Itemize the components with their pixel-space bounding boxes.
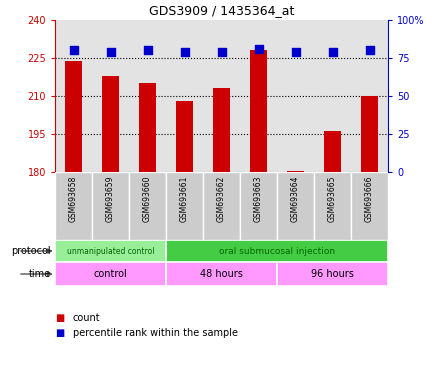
Bar <box>102 76 119 172</box>
Point <box>292 49 299 55</box>
Bar <box>166 262 277 286</box>
Text: unmanipulated control: unmanipulated control <box>67 247 154 255</box>
Bar <box>129 20 166 172</box>
Text: GSM693663: GSM693663 <box>254 175 263 222</box>
Text: GSM693664: GSM693664 <box>291 175 300 222</box>
Bar <box>166 240 388 262</box>
Bar <box>166 20 203 172</box>
Bar <box>176 101 193 172</box>
Text: GSM693659: GSM693659 <box>106 175 115 222</box>
Title: GDS3909 / 1435364_at: GDS3909 / 1435364_at <box>149 5 294 17</box>
Text: 48 hours: 48 hours <box>200 269 243 279</box>
Text: oral submucosal injection: oral submucosal injection <box>219 247 335 255</box>
Text: percentile rank within the sample: percentile rank within the sample <box>73 328 238 338</box>
Point <box>255 46 262 52</box>
Bar <box>166 172 203 240</box>
Bar <box>351 172 388 240</box>
Bar <box>361 96 378 172</box>
Point <box>329 49 336 55</box>
Bar <box>55 172 92 240</box>
Bar <box>55 262 166 286</box>
Bar <box>203 172 240 240</box>
Bar <box>139 83 156 172</box>
Point <box>70 47 77 53</box>
Point <box>107 49 114 55</box>
Bar <box>240 172 277 240</box>
Text: GSM693662: GSM693662 <box>217 175 226 222</box>
Text: protocol: protocol <box>11 246 51 256</box>
Bar <box>250 50 267 172</box>
Bar <box>351 20 388 172</box>
Bar <box>314 172 351 240</box>
Point <box>144 47 151 53</box>
Bar <box>129 172 166 240</box>
Bar <box>277 20 314 172</box>
Point <box>218 49 225 55</box>
Bar <box>92 20 129 172</box>
Bar <box>314 20 351 172</box>
Text: GSM693665: GSM693665 <box>328 175 337 222</box>
Bar <box>65 61 82 172</box>
Text: ■: ■ <box>55 313 64 323</box>
Text: GSM693660: GSM693660 <box>143 175 152 222</box>
Text: GSM693666: GSM693666 <box>365 175 374 222</box>
Point <box>181 49 188 55</box>
Bar <box>287 171 304 172</box>
Text: count: count <box>73 313 100 323</box>
Text: time: time <box>29 269 51 279</box>
Bar <box>55 20 92 172</box>
Text: ■: ■ <box>55 328 64 338</box>
Text: GSM693658: GSM693658 <box>69 175 78 222</box>
Point <box>366 47 373 53</box>
Bar <box>213 88 230 172</box>
Bar <box>277 172 314 240</box>
Bar <box>277 262 388 286</box>
Text: GSM693661: GSM693661 <box>180 175 189 222</box>
Text: control: control <box>94 269 127 279</box>
Bar <box>92 172 129 240</box>
Text: 96 hours: 96 hours <box>311 269 354 279</box>
Bar <box>55 240 166 262</box>
Bar <box>203 20 240 172</box>
Bar <box>240 20 277 172</box>
Bar <box>324 131 341 172</box>
